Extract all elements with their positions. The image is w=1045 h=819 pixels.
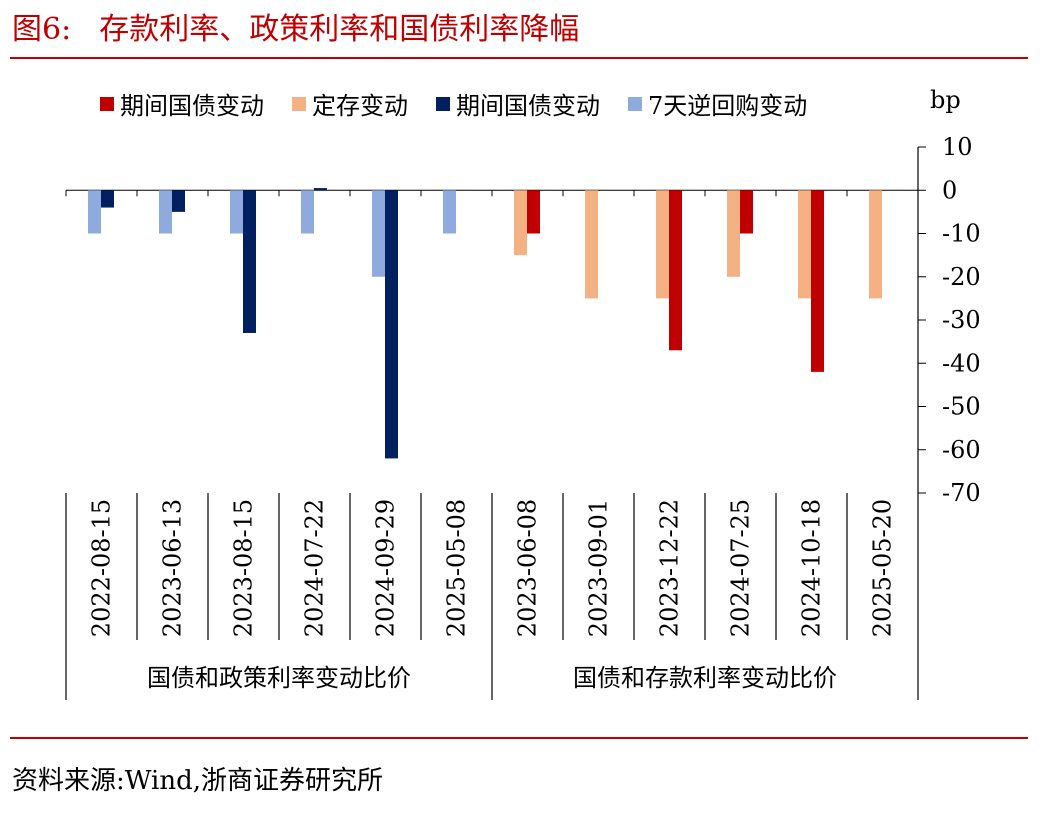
bar [243, 190, 256, 333]
bar [301, 190, 314, 234]
bar [527, 190, 540, 234]
legend-label: 7天逆回购变动 [648, 92, 808, 120]
legend-swatch [436, 96, 450, 111]
bar [585, 190, 598, 299]
y-tick-label: -70 [942, 479, 981, 507]
figure-title-text: 存款利率、政策利率和国债利率降幅 [99, 12, 580, 47]
bar [727, 190, 740, 277]
bar [372, 190, 385, 277]
bar [811, 190, 824, 372]
bar [88, 190, 101, 234]
x-tick-label: 2025-05-08 [443, 499, 471, 637]
legend-swatch [628, 96, 642, 111]
bar [230, 190, 243, 234]
bar [798, 190, 811, 299]
y-tick-label: -10 [942, 220, 981, 248]
x-tick-label: 2023-09-01 [585, 499, 613, 637]
bar [443, 190, 456, 234]
legend-swatch [100, 96, 114, 111]
bar [101, 190, 114, 208]
source-divider [10, 737, 1028, 739]
y-tick-label: -50 [942, 393, 981, 421]
legend-swatch [292, 96, 306, 111]
x-tick-label: 2023-06-13 [159, 499, 187, 637]
y-axis-unit: bp [930, 86, 961, 114]
y-tick-label: 0 [942, 176, 957, 204]
bar [669, 190, 682, 351]
bar [314, 188, 327, 191]
x-tick-label: 2024-09-29 [372, 499, 400, 637]
bar [740, 190, 753, 234]
y-tick-label: 10 [942, 133, 973, 161]
bar [656, 190, 669, 299]
chart-legend: 期间国债变动 定存变动 期间国债变动 7天逆回购变动 [100, 86, 835, 121]
group-label: 国债和存款利率变动比价 [573, 664, 837, 692]
x-tick-label: 2024-07-25 [727, 499, 755, 637]
x-tick-label: 2023-12-22 [656, 499, 684, 637]
y-tick-label: -40 [942, 349, 981, 377]
figure-label: 图6: [12, 12, 72, 47]
source-note: 资料来源:Wind,浙商证券研究所 [12, 766, 383, 796]
x-tick-label: 2024-10-18 [798, 499, 826, 637]
legend-label: 定存变动 [312, 92, 408, 120]
x-tick-label: 2023-06-08 [514, 499, 542, 637]
x-tick-label: 2025-05-20 [869, 499, 897, 637]
bar [385, 190, 398, 459]
group-label: 国债和政策利率变动比价 [147, 664, 411, 692]
x-tick-label: 2024-07-22 [301, 499, 329, 637]
legend-label: 期间国债变动 [456, 92, 600, 120]
title-divider [10, 57, 1028, 59]
bar [514, 190, 527, 256]
y-tick-label: -60 [942, 436, 981, 464]
x-tick-label: 2022-08-15 [88, 499, 116, 637]
legend-item-peach: 定存变动 [292, 86, 408, 121]
bar [869, 190, 882, 299]
bar [159, 190, 172, 234]
legend-item-navy: 期间国债变动 [436, 86, 600, 121]
figure-title: 图6: 存款利率、政策利率和国债利率降幅 [12, 4, 579, 48]
x-tick-label: 2023-08-15 [230, 499, 258, 637]
y-tick-label: -30 [942, 306, 981, 334]
legend-item-red: 期间国债变动 [100, 86, 264, 121]
legend-label: 期间国债变动 [120, 92, 264, 120]
legend-item-blue: 7天逆回购变动 [628, 86, 807, 121]
y-tick-label: -20 [942, 263, 981, 291]
bar [172, 190, 185, 212]
